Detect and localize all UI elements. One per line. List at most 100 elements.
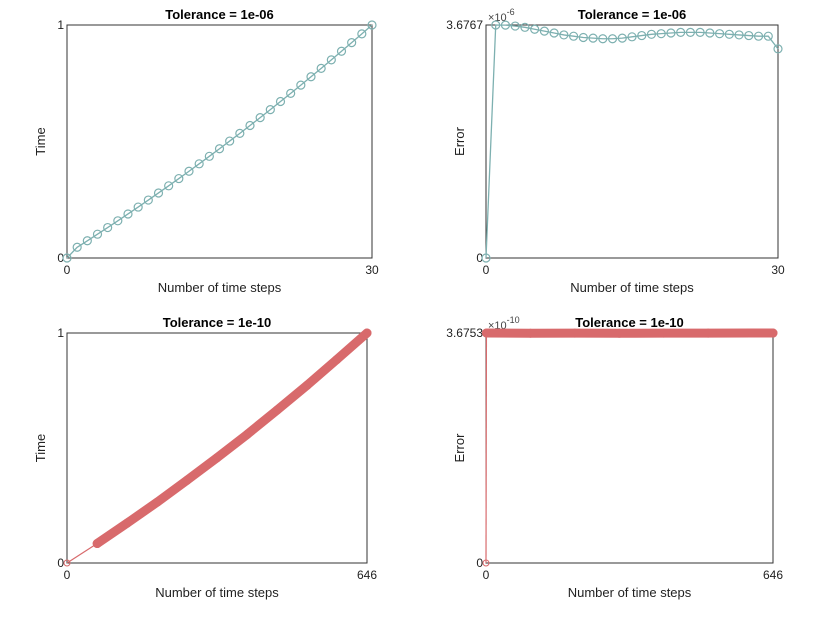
data-point <box>685 27 696 37</box>
exponent-value: -10 <box>507 315 520 325</box>
x-tick-label: 30 <box>771 263 785 277</box>
data-point <box>326 55 336 65</box>
data-point <box>646 29 657 39</box>
data-point <box>695 27 705 37</box>
data-point <box>568 31 579 41</box>
y-tick-label: 1 <box>57 326 64 340</box>
data-point <box>578 32 588 43</box>
chart-title: Tolerance = 1e-10 <box>163 315 272 330</box>
data-point <box>275 96 286 107</box>
data-point <box>347 38 357 48</box>
data-point <box>357 29 367 39</box>
data-point <box>332 355 342 365</box>
data-point <box>82 236 92 246</box>
chart-title: Tolerance = 1e-06 <box>165 7 274 22</box>
x-axis-label: Number of time steps <box>570 280 694 295</box>
x-axis-label: Number of time steps <box>568 585 692 600</box>
data-point <box>235 128 245 138</box>
data-point <box>676 27 686 37</box>
data-point <box>286 88 296 98</box>
data-point <box>72 242 82 252</box>
data-point <box>265 105 275 115</box>
data-point <box>482 559 490 567</box>
data-point <box>588 33 598 43</box>
x-tick-label: 30 <box>365 263 379 277</box>
data-point <box>520 22 530 32</box>
data-point <box>152 497 162 507</box>
data-point <box>768 328 778 338</box>
data-point <box>525 328 535 338</box>
data-point <box>510 21 520 31</box>
data-point <box>491 20 501 30</box>
data-point <box>362 328 372 338</box>
data-point <box>272 405 282 415</box>
data-point <box>194 159 204 169</box>
data-point <box>481 328 491 338</box>
data-point <box>559 30 569 40</box>
y-axis-label: Error <box>452 126 467 156</box>
data-point <box>296 80 306 90</box>
data-point <box>607 34 618 44</box>
series-line <box>485 24 779 259</box>
data-point <box>182 475 192 485</box>
data-point <box>763 31 773 41</box>
subplot-2: 0 30 0 3.6767 Number of time steps Error ×10-6… <box>446 7 785 295</box>
data-point <box>539 26 550 36</box>
x-tick-label: 0 <box>483 263 490 277</box>
data-point <box>744 30 754 41</box>
y-tick-label: 0 <box>57 251 64 265</box>
data-point <box>316 63 326 73</box>
x-tick-label: 0 <box>483 568 490 582</box>
y-tick-label: 3.6753 <box>446 326 483 340</box>
x-axis-label: Number of time steps <box>158 280 282 295</box>
chart-title: Tolerance = 1e-06 <box>578 7 687 22</box>
axes-box <box>66 332 368 564</box>
data-point <box>627 32 637 42</box>
data-point <box>659 328 669 338</box>
series-line <box>66 24 373 259</box>
data-point <box>242 429 252 439</box>
data-point <box>614 328 624 338</box>
data-point <box>367 20 377 30</box>
y-tick-label: 1 <box>57 18 64 32</box>
data-point <box>123 209 133 219</box>
data-point <box>617 33 627 43</box>
data-point <box>656 29 666 39</box>
data-point <box>748 328 758 338</box>
data-point <box>103 222 113 233</box>
x-tick-label: 0 <box>64 568 71 582</box>
series-line-initial <box>66 543 98 564</box>
data-point <box>164 181 174 191</box>
y-axis-label: Error <box>452 433 467 463</box>
y-tick-label: 3.6767 <box>446 18 483 32</box>
exponent-base: ×10 <box>488 12 507 24</box>
data-point <box>122 518 132 528</box>
data-point <box>92 539 102 549</box>
data-point <box>204 151 214 161</box>
x-tick-label: 646 <box>763 568 783 582</box>
data-point <box>714 29 725 39</box>
data-point <box>245 120 255 131</box>
data-point <box>481 253 491 263</box>
data-point <box>113 216 123 226</box>
subplot-1: 0 30 0 1 Number of time steps Time Tolerance =… <box>33 7 379 295</box>
data-point <box>705 28 715 38</box>
data-point <box>133 202 143 212</box>
exponent-value: -6 <box>507 7 515 17</box>
axes-box <box>66 24 373 259</box>
y-axis-label: Time <box>33 434 48 462</box>
data-point <box>143 195 153 205</box>
data-point <box>703 328 713 338</box>
y-tick-label: 0 <box>476 556 483 570</box>
x-axis-label: Number of time steps <box>155 585 279 600</box>
data-point <box>63 559 71 567</box>
data-point <box>212 453 222 463</box>
data-point <box>225 136 235 146</box>
data-point <box>637 30 647 41</box>
data-point <box>598 34 608 44</box>
data-point <box>666 28 676 38</box>
data-point <box>306 72 316 82</box>
data-point <box>549 28 559 38</box>
